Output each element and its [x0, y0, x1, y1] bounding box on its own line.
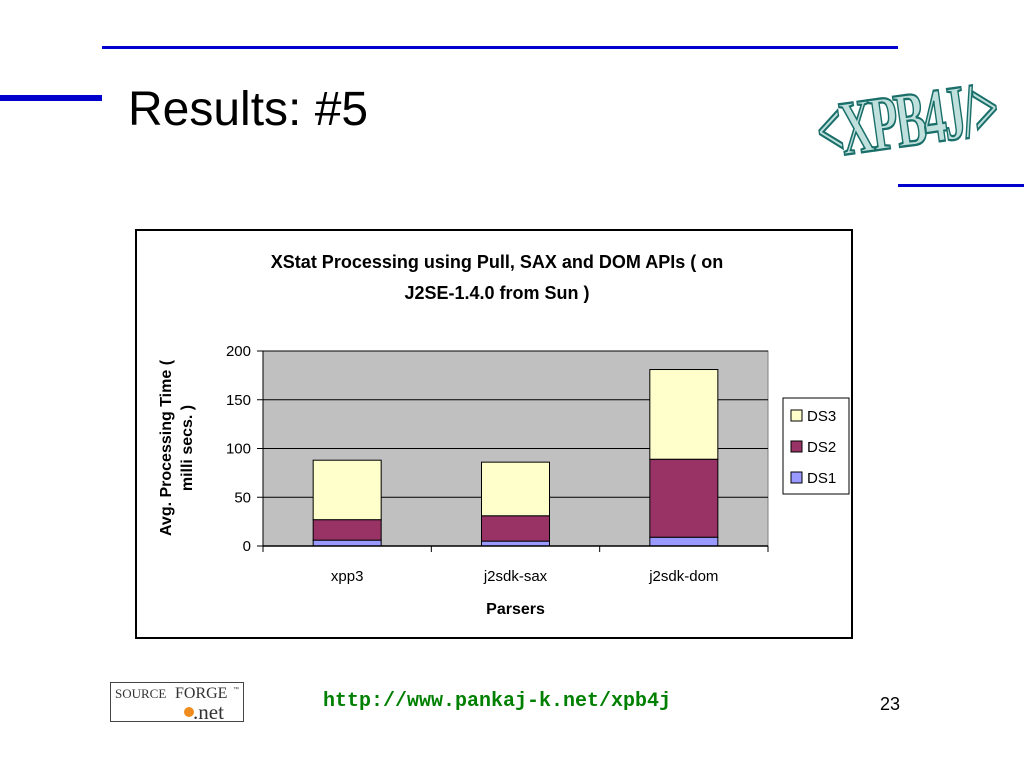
x-tick-label: j2sdk-dom [648, 568, 718, 585]
legend-label-ds3: DS3 [807, 408, 836, 425]
sf-tm-text: ™ [233, 686, 239, 693]
x-tick-labels: xpp3 j2sdk-sax j2sdk-dom [331, 568, 719, 585]
sf-net-text: .net [193, 700, 224, 721]
bars [312, 369, 719, 547]
top-rule [102, 46, 898, 49]
bar-ds3 [312, 459, 382, 521]
sourceforge-logo: SOURCE FORGE ™ .net [110, 682, 244, 724]
y-axis-label-line: milli secs. ) [179, 405, 196, 491]
chart-title: XStat Processing using Pull, SAX and DOM… [271, 252, 723, 303]
legend-swatch-ds3 [790, 409, 803, 422]
bar-ds1 [649, 536, 719, 547]
x-tick-label: j2sdk-sax [483, 568, 548, 585]
axes [257, 350, 769, 552]
chart-title-line: J2SE-1.4.0 from Sun ) [404, 283, 589, 303]
left-rule [0, 95, 102, 101]
logo-text: <XPB4J/> [812, 66, 1002, 174]
sf-source-text: SOURCE [115, 686, 166, 701]
bar-ds2 [649, 458, 719, 538]
y-tick-label: 100 [226, 441, 251, 458]
bar-ds1 [312, 539, 382, 547]
sf-forge-text: FORGE [175, 685, 227, 702]
y-tick-label: 150 [226, 392, 251, 409]
slide-title: Results: #5 [128, 83, 369, 136]
y-tick-labels: 0 50 100 150 200 [226, 343, 251, 555]
y-tick-label: 200 [226, 343, 251, 360]
bar-ds3 [649, 369, 719, 460]
y-axis-label-line: Avg. Processing Time ( [158, 359, 175, 536]
legend-label-ds2: DS2 [807, 439, 836, 456]
chart: XStat Processing using Pull, SAX and DOM… [158, 252, 850, 618]
xpb4j-logo: <XPB4J/> [812, 65, 1002, 174]
y-axis-label: Avg. Processing Time (milli secs. ) [158, 359, 196, 536]
bar-ds2 [481, 515, 550, 542]
chart-frame: XStat Processing using Pull, SAX and DOM… [135, 229, 853, 639]
chart-title-line: XStat Processing using Pull, SAX and DOM… [271, 252, 723, 272]
legend-swatch-ds1 [790, 471, 803, 484]
footer-url[interactable]: http://www.pankaj-k.net/xpb4j [323, 690, 672, 713]
bar-ds2 [312, 519, 382, 541]
page-number: 23 [880, 694, 901, 714]
right-rule [898, 184, 1024, 187]
legend: DS3 DS2 DS1 [782, 397, 850, 495]
y-tick-label: 0 [243, 538, 251, 555]
y-tick-label: 50 [234, 489, 251, 506]
legend-label-ds1: DS1 [807, 470, 836, 487]
bar-ds3 [481, 461, 550, 517]
x-axis-label: Parsers [486, 601, 545, 618]
legend-swatch-ds2 [790, 440, 803, 453]
sf-dot-icon [184, 707, 194, 717]
x-tick-label: xpp3 [331, 568, 364, 585]
